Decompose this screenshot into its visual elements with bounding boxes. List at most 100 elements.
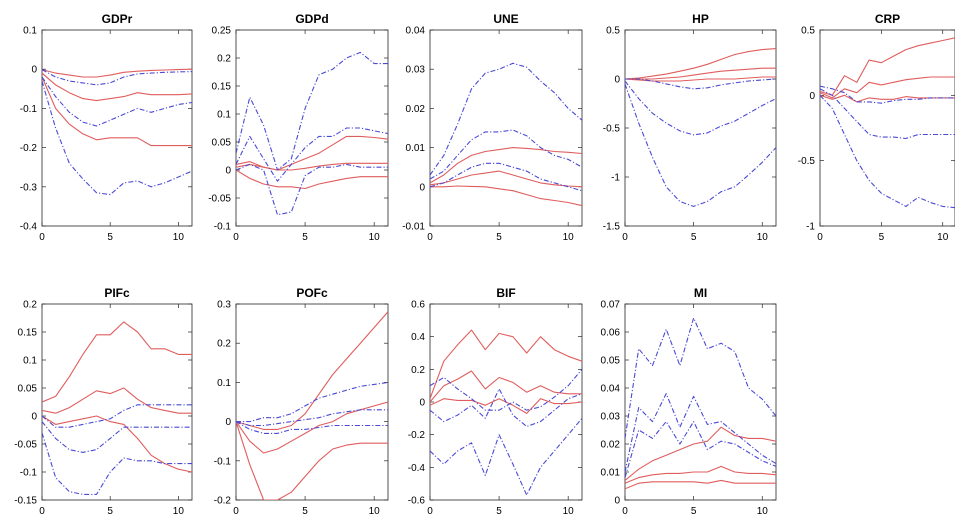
x-tick-label: 10 bbox=[563, 232, 575, 243]
blue-dashdot-line-5 bbox=[625, 80, 776, 136]
x-tick-label: 10 bbox=[937, 232, 949, 243]
axes-frame bbox=[41, 303, 193, 501]
axes-frame bbox=[624, 29, 777, 227]
red-solid-line-1 bbox=[42, 68, 192, 78]
series-group bbox=[430, 62, 582, 207]
y-tick-label: 0.2 bbox=[23, 300, 37, 311]
red-solid-line-2 bbox=[42, 72, 192, 102]
y-tick-label: -0.6 bbox=[408, 496, 426, 507]
red-solid-line-3 bbox=[42, 415, 192, 473]
x-tick-label: 0 bbox=[817, 232, 823, 243]
y-tick-label: 0.4 bbox=[411, 332, 425, 343]
red-solid-line-3 bbox=[625, 479, 776, 490]
blue-dashdot-line-5 bbox=[42, 421, 192, 453]
y-tick-label: -0.4 bbox=[20, 222, 38, 233]
panel-title: CRP bbox=[875, 12, 900, 26]
panel-title: POFc bbox=[296, 286, 328, 300]
panel-pofc: POFc -0.2 -0.1 0 0.1 0.2 0.3 0 5 10 bbox=[214, 286, 389, 517]
panel-hp: HP -1.5 -1 -0.5 0 0.5 0 5 10 bbox=[603, 12, 777, 243]
red-solid-line-1 bbox=[820, 37, 955, 96]
blue-dashdot-line-4 bbox=[236, 381, 388, 423]
y-tick-label: 0.1 bbox=[23, 26, 37, 37]
axes-frame bbox=[624, 303, 777, 501]
blue-dashdot-line-4 bbox=[820, 85, 955, 104]
red-solid-line-1 bbox=[625, 426, 776, 481]
red-solid-line-2 bbox=[625, 465, 776, 484]
series-group bbox=[42, 321, 192, 495]
blue-dashdot-line-5 bbox=[42, 76, 192, 127]
y-tick-label: 0.1 bbox=[217, 378, 231, 389]
y-tick-label: 0 bbox=[31, 65, 37, 76]
y-tick-label: 0.07 bbox=[601, 300, 621, 311]
red-solid-line-3 bbox=[236, 169, 388, 190]
series-group bbox=[42, 68, 192, 196]
red-solid-line-2 bbox=[820, 76, 955, 99]
x-tick-label: 0 bbox=[39, 232, 45, 243]
red-solid-line-2 bbox=[625, 67, 776, 80]
y-tick-label: 0.2 bbox=[411, 365, 425, 376]
blue-dashdot-line-5 bbox=[820, 88, 955, 140]
x-tick-label: 5 bbox=[107, 506, 113, 517]
y-tick-label: 0 bbox=[225, 417, 231, 428]
y-tick-label: 0.03 bbox=[406, 65, 426, 76]
y-tick-label: 0.3 bbox=[217, 300, 231, 311]
x-tick-label: 0 bbox=[39, 506, 45, 517]
x-tick-label: 10 bbox=[173, 506, 185, 517]
blue-dashdot-line-4 bbox=[625, 78, 776, 90]
x-tick-label: 0 bbox=[427, 232, 433, 243]
y-tick-label: 0.25 bbox=[212, 26, 232, 37]
x-tick-label: 5 bbox=[496, 506, 502, 517]
axes-frame bbox=[235, 29, 389, 227]
y-tick-label: 0 bbox=[614, 496, 620, 507]
y-tick-label: 0.15 bbox=[18, 328, 38, 339]
blue-dashdot-line-6 bbox=[430, 162, 582, 192]
panel-gdpd: GDPd -0.1 -0.05 0 0.05 0.1 0.15 0.2 0.25 0 5 10 bbox=[208, 12, 389, 243]
y-tick-label: -0.2 bbox=[214, 496, 232, 507]
x-tick-label: 5 bbox=[302, 506, 308, 517]
y-tick-label: 0 bbox=[31, 412, 37, 423]
panel-title: GDPr bbox=[102, 12, 133, 26]
y-tick-label: -0.3 bbox=[20, 182, 38, 193]
panel-pifc: PIFc -0.15 -0.1 -0.05 0 0.05 0.1 0.15 0.2 0 5 10 bbox=[14, 286, 193, 517]
y-tick-label: -0.2 bbox=[408, 430, 426, 441]
y-tick-label: 0.03 bbox=[601, 412, 621, 423]
y-tick-label: -0.1 bbox=[20, 468, 38, 479]
red-solid-line-1 bbox=[625, 48, 776, 80]
x-tick-label: 0 bbox=[233, 506, 239, 517]
axes-frame bbox=[235, 303, 389, 501]
red-solid-line-1 bbox=[236, 311, 388, 430]
y-tick-label: -0.01 bbox=[402, 222, 425, 233]
y-tick-label: 0 bbox=[809, 91, 815, 102]
x-tick-label: 5 bbox=[691, 232, 697, 243]
y-tick-label: 0 bbox=[419, 182, 425, 193]
x-tick-label: 10 bbox=[757, 506, 769, 517]
panel-title: UNE bbox=[493, 12, 518, 26]
blue-dashdot-line-4 bbox=[42, 69, 192, 86]
blue-dashdot-line-5 bbox=[430, 129, 582, 180]
red-solid-line-1 bbox=[430, 329, 582, 399]
x-tick-label: 0 bbox=[622, 232, 628, 243]
panel-mi: MI 0 0.01 0.02 0.03 0.04 0.05 0.06 0.07 0 5 10 bbox=[601, 286, 777, 517]
blue-dashdot-line-5 bbox=[625, 393, 776, 473]
axes-frame bbox=[41, 29, 193, 227]
x-tick-label: 10 bbox=[369, 232, 381, 243]
y-tick-label: 0.01 bbox=[601, 468, 621, 479]
axes-frame bbox=[429, 29, 583, 227]
y-tick-label: 0.15 bbox=[212, 82, 232, 93]
red-solid-line-1 bbox=[42, 321, 192, 403]
red-solid-line-3 bbox=[42, 76, 192, 147]
red-solid-line-2 bbox=[430, 370, 582, 403]
panel-title: BIF bbox=[496, 286, 515, 300]
y-tick-label: -0.5 bbox=[798, 156, 816, 167]
y-tick-label: -0.05 bbox=[14, 440, 37, 451]
blue-dashdot-line-6 bbox=[42, 432, 192, 495]
blue-dashdot-line-6 bbox=[820, 94, 955, 209]
blue-dashdot-line-4 bbox=[236, 51, 388, 171]
blue-dashdot-line-6 bbox=[625, 83, 776, 207]
series-group bbox=[625, 48, 776, 207]
y-tick-label: 0.5 bbox=[801, 26, 815, 37]
x-tick-label: 5 bbox=[879, 232, 885, 243]
y-tick-label: -0.4 bbox=[408, 463, 426, 474]
x-tick-label: 0 bbox=[622, 506, 628, 517]
